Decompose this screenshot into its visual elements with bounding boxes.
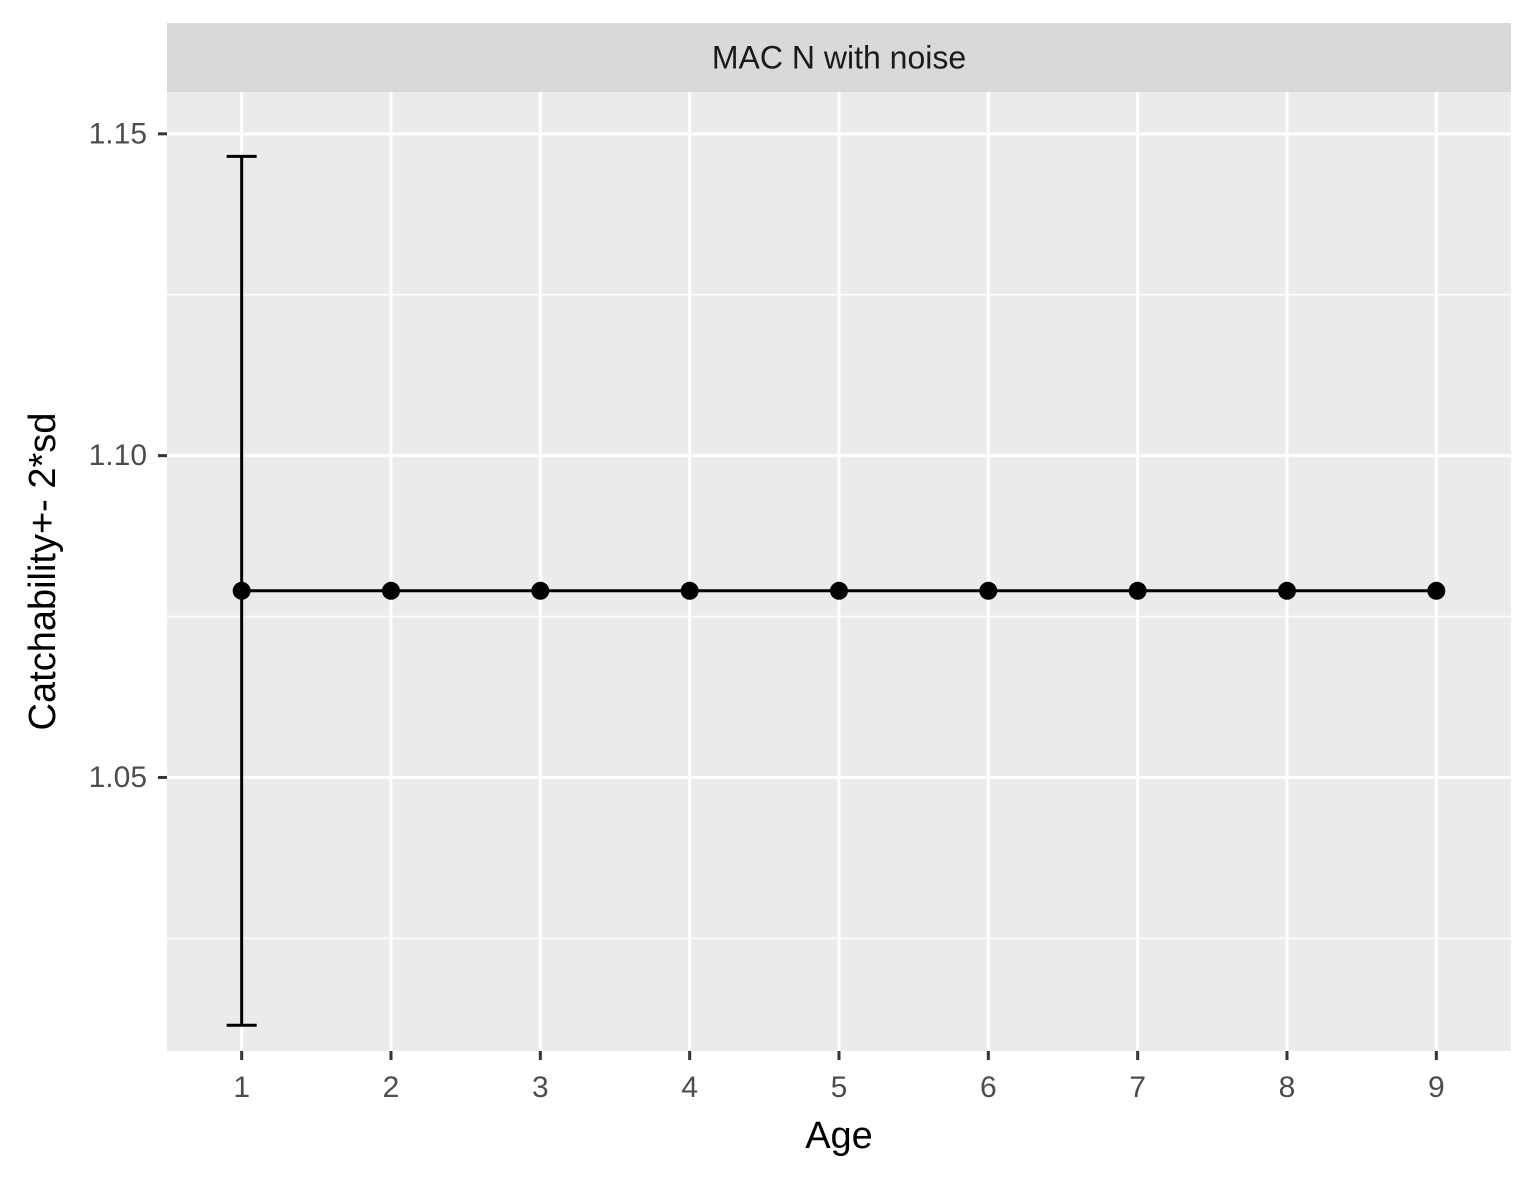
x-tick-label: 1 <box>233 1071 250 1104</box>
x-tick-label: 2 <box>383 1071 400 1104</box>
x-axis: 1 2 3 4 5 6 7 8 9 <box>233 1051 1445 1104</box>
x-tick-label: 7 <box>1129 1071 1146 1104</box>
y-tick-label: 1.10 <box>89 439 147 472</box>
x-tick-label: 8 <box>1279 1071 1296 1104</box>
y-axis: 1.05 1.10 1.15 <box>89 117 167 794</box>
data-point <box>830 581 848 600</box>
x-tick-label: 6 <box>980 1071 997 1104</box>
data-point <box>232 581 251 600</box>
data-point <box>1427 581 1446 600</box>
facet-strip <box>167 23 1511 92</box>
data-points <box>232 581 1446 600</box>
facet-strip-label: MAC N with noise <box>712 40 966 76</box>
data-point <box>680 581 699 600</box>
y-axis-title: Catchability+- 2*sd <box>22 413 64 731</box>
data-point <box>531 581 550 600</box>
data-point <box>1128 581 1147 600</box>
data-point <box>979 581 998 600</box>
y-tick-label: 1.05 <box>89 761 147 794</box>
x-tick-label: 4 <box>681 1071 698 1104</box>
data-point <box>1278 581 1296 600</box>
x-tick-label: 5 <box>831 1071 848 1104</box>
x-tick-label: 9 <box>1428 1071 1445 1104</box>
y-tick-label: 1.15 <box>89 117 147 150</box>
data-point <box>382 581 400 600</box>
x-tick-label: 3 <box>532 1071 549 1104</box>
x-axis-title: Age <box>805 1115 873 1157</box>
